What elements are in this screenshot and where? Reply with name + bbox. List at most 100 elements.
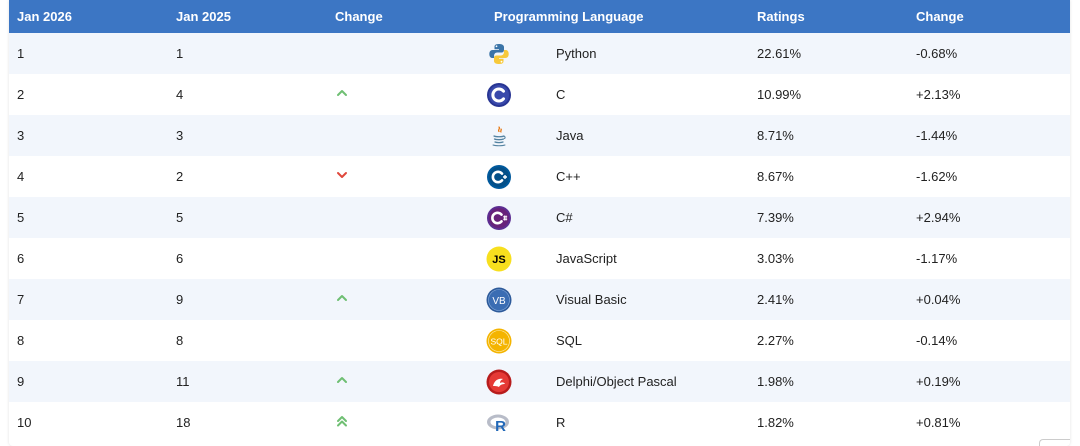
rank-jan-2026: 9 [17, 374, 25, 389]
table-header-row: Jan 2026 Jan 2025 Change Programming Lan… [9, 0, 1070, 33]
table-row: 3 3 Java 8.71% -1.44% [9, 115, 1070, 156]
header-programming-language: Programming Language [494, 9, 644, 24]
rank-jan-2025: 6 [176, 251, 184, 266]
svg-text:VB: VB [492, 295, 506, 306]
rank-jan-2025: 4 [176, 87, 184, 102]
header-ratings: Ratings [757, 9, 805, 24]
sql-icon: SQL [486, 328, 548, 354]
rank-jan-2026: 6 [17, 251, 25, 266]
language-name: JavaScript [556, 251, 617, 266]
svg-text:JS: JS [492, 254, 505, 266]
rating-change: +0.81% [916, 415, 961, 430]
language-logo-cell: JS [486, 238, 548, 279]
header-jan-2025: Jan 2025 [176, 9, 231, 24]
table-row: 4 2 C++ 8.67% -1.62% [9, 156, 1070, 197]
trend-cell [327, 238, 486, 279]
rating-value: 3.03% [757, 251, 794, 266]
table-row: 1 1 Python 22.61% -0.68% [9, 33, 1070, 74]
rating-value: 7.39% [757, 210, 794, 225]
language-name: C++ [556, 169, 581, 184]
rating-change: -0.14% [916, 333, 958, 348]
table-row: 8 8 SQL SQL 2.27% -0.14% [9, 320, 1070, 361]
rating-value: 10.99% [757, 87, 802, 102]
rating-change: -1.17% [916, 251, 958, 266]
rating-change: +0.04% [916, 292, 961, 307]
trend-cell [327, 279, 486, 320]
trend-cell [327, 33, 486, 74]
language-logo-cell [486, 361, 548, 402]
language-name: Visual Basic [556, 292, 627, 307]
trend-cell [327, 361, 486, 402]
java-icon [486, 123, 548, 149]
rating-value: 8.71% [757, 128, 794, 143]
table-row: 2 4 C 10.99% +2.13% [9, 74, 1070, 115]
language-logo-cell [486, 156, 548, 197]
table-row: 6 6 JS JavaScript 3.03% -1.17% [9, 238, 1070, 279]
trend-cell [327, 156, 486, 197]
language-logo-cell: VB [486, 279, 548, 320]
rank-jan-2025: 8 [176, 333, 184, 348]
rank-jan-2026: 8 [17, 333, 25, 348]
csharp-icon [486, 205, 548, 231]
rank-jan-2025: 3 [176, 128, 184, 143]
language-logo-cell: R [486, 402, 548, 443]
trend-up-icon [335, 88, 349, 103]
table-row: 9 11 Delphi/Object Pascal 1.98% +0.19% [9, 361, 1070, 402]
rank-jan-2026: 4 [17, 169, 25, 184]
table-body: 1 1 Python 22.61% -0.68% 2 4 C 10.99% +2.13% 3 3 Jav… [9, 33, 1070, 443]
python-icon [486, 41, 548, 67]
rank-jan-2026: 2 [17, 87, 25, 102]
trend-cell [327, 197, 486, 238]
trend-cell [327, 402, 486, 443]
rating-change: -0.68% [916, 46, 958, 61]
trend-up-icon [335, 375, 349, 390]
table-row: 5 5 C# 7.39% +2.94% [9, 197, 1070, 238]
language-name: R [556, 415, 566, 430]
rank-jan-2025: 11 [176, 374, 190, 389]
language-name: C [556, 87, 566, 102]
language-logo-cell [486, 33, 548, 74]
rank-jan-2026: 10 [17, 415, 32, 430]
visual-basic-icon: VB [486, 287, 548, 313]
language-name: Delphi/Object Pascal [556, 374, 677, 389]
delphi-icon [486, 369, 548, 395]
rank-jan-2026: 5 [17, 210, 25, 225]
rating-value: 1.82% [757, 415, 794, 430]
rank-jan-2025: 9 [176, 292, 184, 307]
trend-double-up-icon [335, 416, 349, 431]
rating-value: 1.98% [757, 374, 794, 389]
cpp-icon [486, 164, 548, 190]
rank-jan-2026: 3 [17, 128, 25, 143]
rating-change: +0.19% [916, 374, 961, 389]
tiobe-index-table-container: Jan 2026 Jan 2025 Change Programming Lan… [9, 0, 1070, 446]
rating-value: 2.41% [757, 292, 794, 307]
tiobe-index-table: Jan 2026 Jan 2025 Change Programming Lan… [9, 0, 1070, 443]
rank-jan-2025: 18 [176, 415, 191, 430]
c-icon [486, 82, 548, 108]
trend-cell [327, 74, 486, 115]
header-jan-2026: Jan 2026 [17, 9, 72, 24]
svg-text:R: R [495, 418, 506, 435]
trend-cell [327, 115, 486, 156]
svg-text:SQL: SQL [490, 336, 507, 346]
rating-value: 2.27% [757, 333, 794, 348]
language-logo-cell: SQL [486, 320, 548, 361]
rating-change: -1.44% [916, 128, 958, 143]
language-name: Python [556, 46, 597, 61]
rating-change: +2.94% [916, 210, 961, 225]
rank-jan-2025: 2 [176, 169, 184, 184]
header-change: Change [335, 9, 383, 24]
header-change-rating: Change [916, 9, 964, 24]
language-name: Java [556, 128, 584, 143]
trend-down-icon [335, 170, 349, 185]
trend-up-icon [335, 293, 349, 308]
rating-change: +2.13% [916, 87, 961, 102]
rank-jan-2026: 7 [17, 292, 25, 307]
language-name: C# [556, 210, 573, 225]
rating-value: 8.67% [757, 169, 794, 184]
language-logo-cell [486, 197, 548, 238]
language-name: SQL [556, 333, 583, 348]
trend-cell [327, 320, 486, 361]
rating-value: 22.61% [757, 46, 802, 61]
javascript-icon: JS [486, 246, 548, 272]
